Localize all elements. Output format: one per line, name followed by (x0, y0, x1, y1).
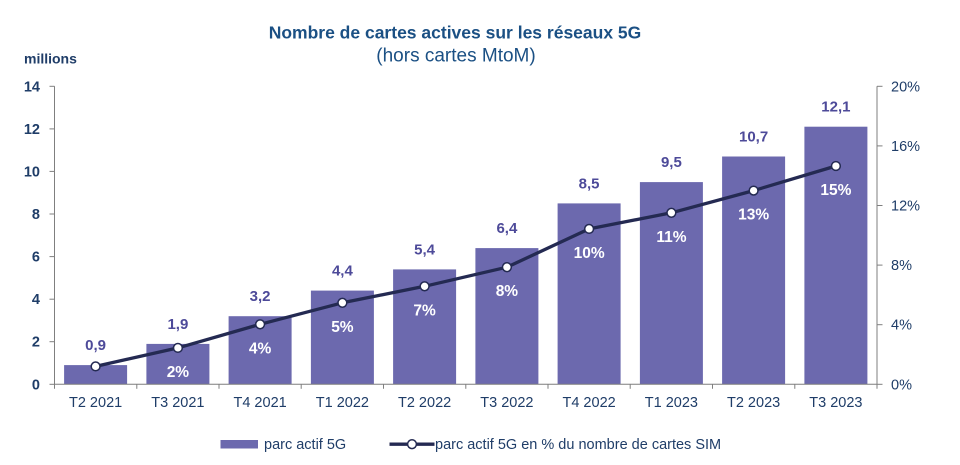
svg-text:2: 2 (32, 335, 40, 351)
svg-text:(hors cartes MtoM): (hors cartes MtoM) (376, 46, 535, 67)
svg-text:10: 10 (24, 164, 40, 180)
svg-text:9,5: 9,5 (661, 154, 682, 171)
svg-text:T3 2023: T3 2023 (809, 395, 862, 411)
svg-text:4%: 4% (249, 340, 272, 357)
svg-text:T2 2022: T2 2022 (398, 395, 451, 411)
svg-text:4%: 4% (891, 318, 912, 334)
svg-text:8%: 8% (891, 258, 912, 274)
svg-text:millions: millions (24, 51, 77, 67)
svg-text:0%: 0% (891, 377, 912, 393)
svg-text:16%: 16% (891, 139, 920, 155)
svg-text:2%: 2% (167, 364, 190, 381)
svg-text:6,4: 6,4 (496, 220, 518, 237)
svg-text:5,4: 5,4 (414, 241, 436, 258)
svg-text:Nombre de cartes actives sur l: Nombre de cartes actives sur les réseaux… (269, 23, 642, 43)
svg-text:3,2: 3,2 (250, 288, 271, 305)
svg-text:parc actif 5G en % du nombre d: parc actif 5G en % du nombre de cartes S… (435, 437, 721, 453)
svg-text:T4 2021: T4 2021 (233, 395, 286, 411)
svg-text:T1 2023: T1 2023 (645, 395, 698, 411)
svg-text:20%: 20% (891, 79, 920, 95)
svg-text:10,7: 10,7 (739, 129, 768, 146)
svg-text:parc actif 5G: parc actif 5G (264, 437, 346, 453)
svg-text:T3 2022: T3 2022 (480, 395, 533, 411)
svg-text:1,9: 1,9 (167, 316, 188, 333)
svg-text:13%: 13% (738, 207, 769, 224)
svg-text:12,1: 12,1 (821, 99, 850, 116)
svg-text:T2 2021: T2 2021 (69, 395, 122, 411)
svg-text:5%: 5% (331, 319, 354, 336)
svg-text:11%: 11% (656, 229, 686, 246)
svg-text:T3 2021: T3 2021 (151, 395, 204, 411)
svg-text:T2 2023: T2 2023 (727, 395, 780, 411)
svg-text:T1 2022: T1 2022 (316, 395, 369, 411)
svg-text:12%: 12% (891, 199, 920, 215)
svg-text:8%: 8% (496, 283, 519, 300)
svg-text:7%: 7% (413, 302, 436, 319)
svg-text:0: 0 (32, 377, 40, 393)
svg-text:8,5: 8,5 (579, 175, 600, 192)
svg-text:4,4: 4,4 (332, 263, 354, 280)
svg-text:6: 6 (32, 250, 40, 266)
svg-text:0,9: 0,9 (85, 337, 106, 354)
svg-text:8: 8 (32, 207, 40, 223)
svg-text:4: 4 (32, 292, 40, 308)
svg-text:15%: 15% (820, 182, 851, 199)
svg-text:12: 12 (24, 122, 40, 138)
svg-text:10%: 10% (574, 245, 605, 262)
svg-text:14: 14 (24, 79, 40, 95)
svg-text:T4 2022: T4 2022 (562, 395, 615, 411)
